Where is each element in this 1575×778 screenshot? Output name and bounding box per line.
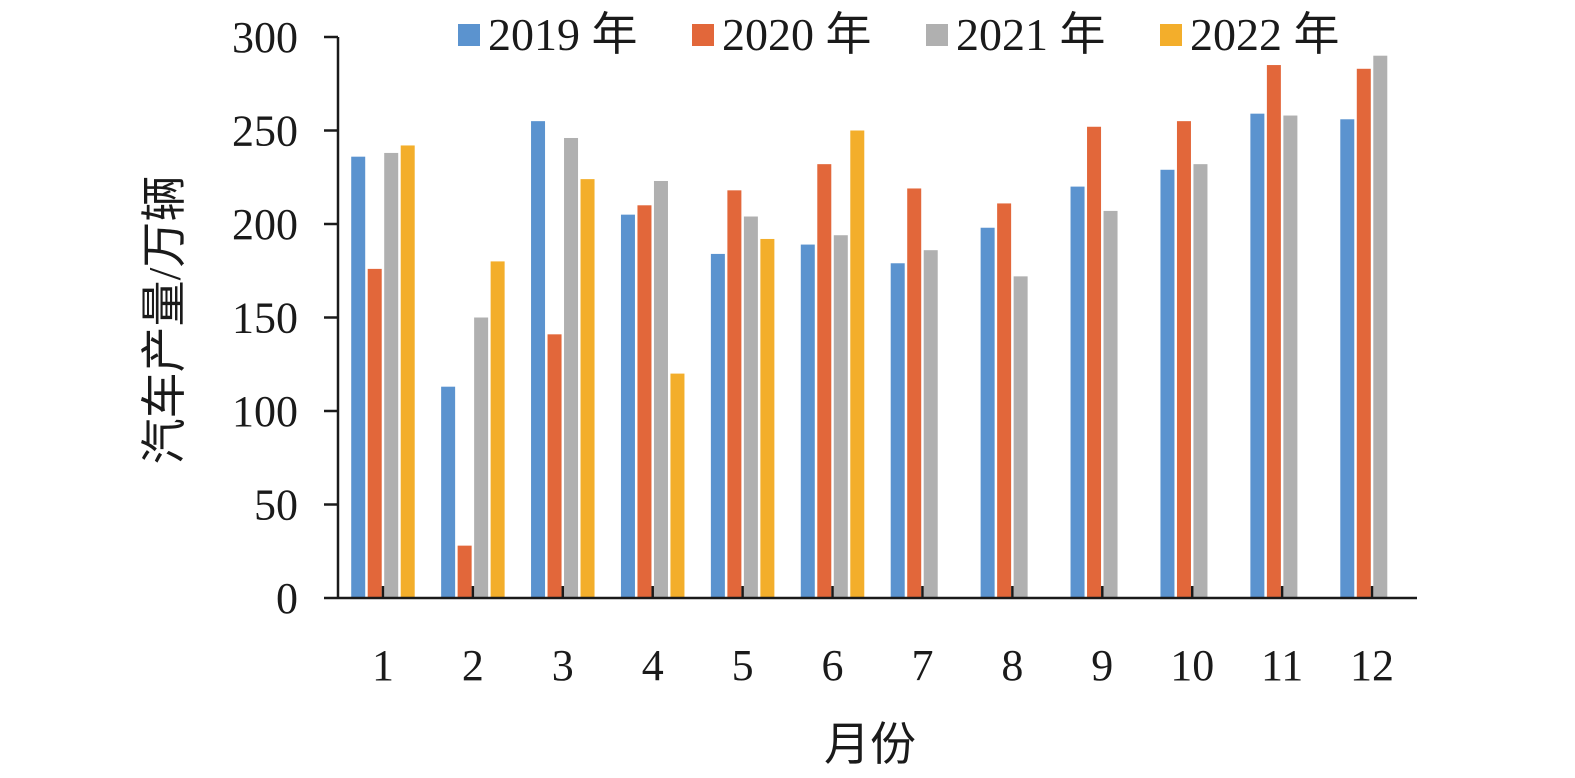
bar-2021-month-5 (743, 216, 758, 598)
x-tick-label: 5 (732, 641, 754, 690)
y-tick-label: 250 (232, 107, 298, 156)
bar-2022-month-6 (850, 130, 865, 598)
legend-entry: 2022 年 (1190, 9, 1340, 60)
bar-2019-month-2 (441, 386, 456, 598)
legend-swatch (692, 24, 714, 46)
y-axis-label: 汽车产量/万辆 (139, 176, 190, 465)
bar-2019-month-10 (1160, 169, 1175, 598)
x-ticks: 1 2 3 4 5 6 7 8 9 10 11 12 (372, 586, 1394, 690)
bar-2021-month-1 (384, 152, 399, 598)
bar-2021-month-12 (1373, 55, 1388, 598)
bar-2019-month-12 (1340, 119, 1355, 598)
bar-2021-month-3 (564, 137, 579, 599)
bar-2021-month-2 (474, 317, 489, 598)
bar-2020-month-7 (907, 188, 922, 598)
bar-2019-month-9 (1070, 186, 1085, 598)
x-tick-label: 4 (642, 641, 664, 690)
y-tick-label: 50 (254, 481, 298, 530)
y-tick-label: 200 (232, 200, 298, 249)
bar-2020-month-2 (457, 545, 472, 598)
bar-2019-month-7 (890, 263, 905, 598)
bar-2022-month-1 (400, 145, 415, 598)
bar-2019-month-4 (620, 214, 635, 598)
x-tick-label: 3 (552, 641, 574, 690)
y-ticks: 0 50 100 150 200 250 300 (232, 13, 338, 623)
bar-2020-month-1 (367, 268, 382, 598)
legend-entry: 2021 年 (956, 9, 1106, 60)
legend-swatch (926, 24, 948, 46)
bars (351, 55, 1388, 599)
bar-2021-month-7 (923, 250, 938, 598)
bar-2021-month-9 (1103, 210, 1118, 598)
bar-2022-month-5 (760, 238, 775, 598)
x-tick-label: 9 (1091, 641, 1113, 690)
bar-2020-month-5 (727, 190, 742, 598)
bar-2020-month-12 (1356, 68, 1371, 599)
bar-2020-month-6 (817, 164, 832, 598)
x-tick-label: 2 (462, 641, 484, 690)
bar-2020-month-11 (1266, 65, 1281, 599)
bar-2019-month-11 (1250, 113, 1265, 599)
bar-2022-month-3 (580, 179, 595, 598)
x-tick-label: 7 (911, 641, 933, 690)
bar-2019-month-3 (531, 121, 546, 599)
bar-2021-month-6 (833, 235, 848, 598)
x-tick-label: 1 (372, 641, 394, 690)
bar-2019-month-6 (800, 244, 815, 598)
legend-entry: 2019 年 (488, 9, 638, 60)
bar-2022-month-2 (490, 261, 505, 598)
bar-2021-month-10 (1193, 164, 1208, 598)
x-tick-label: 10 (1170, 641, 1214, 690)
x-tick-label: 6 (822, 641, 844, 690)
bar-2020-month-3 (547, 334, 562, 598)
legend: 2019 年 2020 年 2021 年 2022 年 (458, 9, 1340, 60)
legend-swatch (458, 24, 480, 46)
bar-2020-month-8 (997, 203, 1012, 598)
bar-2020-month-10 (1176, 121, 1191, 599)
x-tick-label: 8 (1001, 641, 1023, 690)
bar-2020-month-4 (637, 205, 652, 599)
bar-2022-month-4 (670, 373, 685, 598)
bar-2021-month-4 (653, 180, 668, 599)
y-tick-label: 100 (232, 387, 298, 436)
bar-2019-month-5 (710, 253, 725, 599)
x-tick-label: 11 (1261, 641, 1303, 690)
bar-2021-month-11 (1283, 115, 1298, 598)
y-tick-label: 0 (276, 574, 298, 623)
y-tick-label: 300 (232, 13, 298, 62)
bar-2019-month-1 (351, 156, 366, 598)
bar-2019-month-8 (980, 227, 995, 599)
bar-2020-month-9 (1087, 126, 1102, 598)
x-tick-label: 12 (1350, 641, 1394, 690)
legend-entry: 2020 年 (722, 9, 872, 60)
x-axis-label: 月份 (824, 719, 916, 770)
y-tick-label: 150 (232, 294, 298, 343)
bar-2021-month-8 (1013, 276, 1028, 598)
legend-swatch (1160, 24, 1182, 46)
